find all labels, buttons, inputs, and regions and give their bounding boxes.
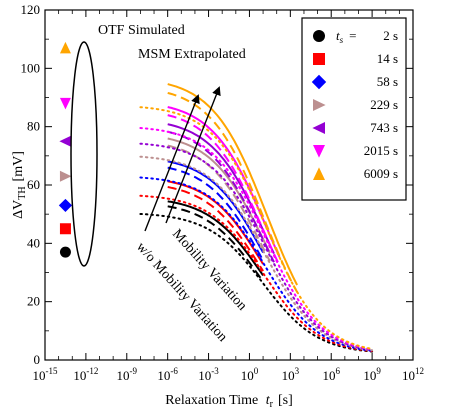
x-tick-label: 10-15 [33,366,58,383]
legend-marker [311,74,327,90]
x-axis-label-sub: r [270,399,274,410]
series-wo-mobility-line [167,166,264,261]
series-mobility-line [167,200,264,276]
x-tick-label-exp: 0 [254,366,259,376]
legend-marker [313,53,325,65]
series-extrapolated-line [139,142,374,351]
x-tick-label-exp: -9 [130,366,138,376]
legend-label: 58 s [377,74,398,89]
series-extrapolated-line [139,213,374,353]
legend-marker [313,145,325,158]
y-tick-label: 60 [27,177,40,192]
x-tick-label-base: 10 [402,368,415,383]
legend-label: 14 s [377,51,398,66]
legend-header: ts = [336,28,356,45]
legend-entries: 2 s 14 s 58 s 229 s 743 s 2015 s 6009 s [311,28,398,181]
x-tick-label-exp: -15 [46,366,58,376]
series-wo-mobility-line [167,186,264,272]
otf-point [59,41,71,54]
x-tick-label: 10-6 [157,366,178,383]
x-tick-label-exp: 9 [376,366,381,376]
x-tick-label: 106 [322,366,340,383]
legend-label: 2015 s [364,143,398,158]
legend-header-var: t [336,28,340,43]
otf-point [58,198,73,213]
x-tick-label-base: 10 [363,368,376,383]
legend: 2 s 14 s 58 s 229 s 743 s 2015 s 6009 s ts = [301,17,407,201]
x-tick-label-exp: 12 [415,366,424,376]
y-axis-label-unit: [mV] [11,151,26,181]
legend-marker [313,167,325,180]
x-tick-label: 10-3 [198,366,219,383]
otf-ellipse [70,41,98,267]
series-extrapolated-line [139,106,374,350]
legend-label: 6009 s [364,166,398,181]
series-mobility-line [167,83,298,286]
x-axis-label-var: t [266,393,271,408]
series-extrapolated-line [139,155,374,352]
x-tick-label: 1012 [402,366,424,383]
y-tick-label: 40 [27,235,40,250]
x-tick-label-base: 10 [157,368,170,383]
y-axis-label-prefix: ΔV [11,200,26,219]
msm-annotation: MSM Extrapolated [138,47,246,62]
x-tick-label-base: 10 [117,368,130,383]
legend-header-sub: s [340,35,344,45]
y-tick-label: 120 [21,2,41,17]
y-axis-label: ΔVTH [mV] [11,151,28,219]
x-axis-label: Relaxation Time tr [s] [165,393,292,410]
series-extrapolated-line [139,176,374,352]
legend-label: 229 s [370,97,398,112]
x-axis-label-unit: [s] [278,393,293,408]
otf-point [59,246,71,258]
series-wo-mobility-line [167,91,298,293]
series-mobility-line [167,160,264,253]
otf-point [59,135,71,147]
x-tick-label-base: 10 [241,368,254,383]
x-axis-label-main: Relaxation Time [165,393,258,408]
curves-layer [139,83,374,353]
otf-annotation: OTF Simulated [98,23,185,38]
series-wo-mobility-line [167,114,281,266]
y-tick-label: 100 [21,60,41,75]
otf-point [59,97,71,110]
legend-label: 2 s [383,28,398,43]
x-tick-label-base: 10 [33,368,46,383]
series-extrapolated-line [139,194,374,353]
y-tick-label: 0 [34,352,41,367]
otf-point [59,170,72,182]
otf-point [59,223,71,235]
y-tick-label: 80 [27,119,40,134]
x-tick-label-exp: 6 [335,366,340,376]
x-tick-label: 10-9 [117,366,138,383]
legend-header-eq: = [349,28,356,43]
legend-label: 743 s [370,120,398,135]
x-tick-label-exp: 3 [295,366,300,376]
arrow-wo-mobility [144,94,200,232]
x-tick-label: 100 [241,366,259,383]
legend-marker [312,122,325,134]
x-tick-label-exp: -6 [170,366,178,376]
x-tick-label: 109 [363,366,381,383]
x-tick-label-base: 10 [73,368,86,383]
y-tick-label: 20 [27,294,40,309]
x-tick-label-base: 10 [198,368,211,383]
legend-marker [313,99,326,111]
legend-marker [313,30,325,42]
y-axis-label-sub: TH [17,186,28,199]
arrow-mobility [165,86,221,224]
x-tick-label-exp: -3 [211,366,219,376]
x-tick-label: 10-12 [73,366,98,383]
x-tick-label-exp: -12 [86,366,98,376]
x-tick-label: 103 [282,366,300,383]
x-tick-label-base: 10 [282,368,295,383]
x-tick-label-base: 10 [322,368,335,383]
series-extrapolated-line [139,127,374,351]
otf-points-layer [58,41,73,258]
series-wo-mobility-line [167,205,264,283]
